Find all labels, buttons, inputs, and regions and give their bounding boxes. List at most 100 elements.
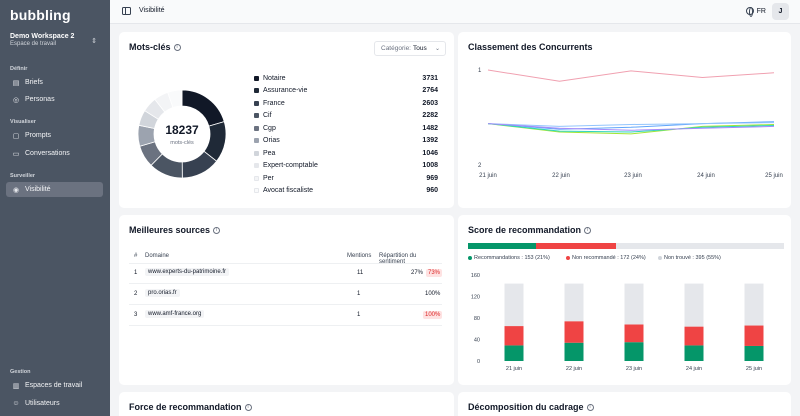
table-row[interactable]: 2 pro.orias.fr 1 100% bbox=[129, 285, 442, 305]
sidebar-item-conversations[interactable]: ▭ Conversations bbox=[6, 146, 103, 161]
row-mentions: 1 bbox=[357, 312, 361, 318]
keyword-swatch bbox=[254, 113, 259, 118]
x-tick-label: 21 juin bbox=[506, 366, 522, 372]
section-label-visualiser: Visualiser bbox=[10, 119, 36, 125]
progress-segment-reco bbox=[468, 243, 537, 249]
bar-segment[interactable] bbox=[624, 324, 644, 343]
keyword-label: Per bbox=[263, 174, 274, 182]
donut-slice[interactable] bbox=[167, 89, 183, 109]
info-icon[interactable]: i bbox=[584, 226, 592, 234]
bar-segment[interactable] bbox=[564, 283, 584, 322]
series-line bbox=[487, 122, 775, 127]
y-tick-label: 40 bbox=[474, 338, 480, 344]
sidebar-item-label: Utilisateurs bbox=[25, 400, 60, 407]
card-title: Score de recommandation bbox=[468, 225, 582, 235]
bar-segment[interactable] bbox=[684, 345, 704, 361]
language-switcher[interactable]: FR bbox=[745, 7, 766, 17]
legend-label: Recommandations : 153 (21%) bbox=[474, 255, 550, 261]
avatar[interactable]: J bbox=[772, 3, 789, 20]
bar-segment[interactable] bbox=[504, 283, 524, 327]
sidebar-toggle-icon[interactable] bbox=[122, 7, 131, 15]
col-header: Répartition du sentiment bbox=[379, 253, 417, 265]
bar-segment[interactable] bbox=[684, 283, 704, 327]
bar-segment[interactable] bbox=[564, 342, 584, 361]
donut-slice[interactable] bbox=[181, 89, 225, 127]
sidebar-item-utilisateurs[interactable]: ☺ Utilisateurs bbox=[6, 396, 103, 411]
x-tick-label: 25 juin bbox=[746, 366, 762, 372]
x-tick-label: 23 juin bbox=[624, 173, 642, 179]
bar-segment[interactable] bbox=[504, 345, 524, 361]
document-icon: ▢ bbox=[12, 132, 20, 140]
legend-non-reco: Non recommandé : 172 (24%) bbox=[566, 255, 646, 261]
keyword-label: France bbox=[263, 99, 285, 107]
legend-reco: Recommandations : 153 (21%) bbox=[468, 255, 550, 261]
keywords-title-wrap: Mots-clés i bbox=[129, 42, 181, 52]
topbar: Visibilité FR J bbox=[110, 0, 800, 24]
bar-segment[interactable] bbox=[624, 283, 644, 325]
sidebar-item-espaces[interactable]: ▥ Espaces de travail bbox=[6, 378, 103, 393]
y-tick-label: 120 bbox=[471, 295, 480, 301]
breadcrumb: Visibilité bbox=[139, 7, 165, 14]
sidebar-item-personas[interactable]: ◎ Personas bbox=[6, 92, 103, 107]
workspace-switcher[interactable]: Demo Workspace 2 Espace de travail ⇕ bbox=[5, 29, 103, 54]
eye-icon: ◉ bbox=[12, 186, 20, 194]
bar-segment[interactable] bbox=[624, 342, 644, 361]
sidebar-item-prompts[interactable]: ▢ Prompts bbox=[6, 128, 103, 143]
force-title-wrap: Force de recommandation i bbox=[129, 402, 252, 412]
row-domain: www.amf-france.org bbox=[145, 310, 205, 318]
bar-segment[interactable] bbox=[684, 326, 704, 346]
sources-card: Meilleures sources i bbox=[119, 215, 454, 385]
keyword-row: Pea 1046 bbox=[254, 147, 438, 159]
legend-label: Non recommandé : 172 (24%) bbox=[572, 255, 646, 261]
keyword-swatch bbox=[254, 150, 259, 156]
series-line bbox=[487, 123, 775, 135]
table-row[interactable]: 1 www.experts-du-patrimoine.fr 11 27% 73% bbox=[129, 264, 443, 284]
info-icon[interactable]: i bbox=[173, 43, 181, 51]
legend-dot bbox=[468, 256, 472, 260]
x-tick-label: 21 juin bbox=[479, 173, 497, 179]
card-title: Force de recommandation bbox=[129, 402, 242, 412]
bar-segment[interactable] bbox=[744, 283, 764, 326]
language-label: FR bbox=[756, 7, 766, 15]
keyword-row: Notaire 3731 bbox=[254, 72, 438, 84]
card-title: Meilleures sources bbox=[129, 225, 211, 235]
framing-title-wrap: Décomposition du cadrage i bbox=[468, 402, 594, 412]
bar-segment[interactable] bbox=[504, 326, 524, 346]
section-label-definir: Définir bbox=[10, 66, 28, 72]
keyword-swatch bbox=[254, 188, 259, 193]
keyword-row: Cgp 1482 bbox=[254, 122, 438, 134]
sidebar-item-visibilite[interactable]: ◉ Visibilité bbox=[6, 182, 103, 197]
sentiment-negative: 73% bbox=[426, 269, 443, 277]
series-line bbox=[487, 123, 775, 131]
sidebar-item-label: Espaces de travail bbox=[25, 382, 83, 389]
bar-segment[interactable] bbox=[744, 345, 764, 361]
keyword-swatch bbox=[254, 75, 259, 81]
keyword-row: Expert-comptable 1008 bbox=[254, 160, 438, 172]
category-select[interactable]: Catégorie: Tous ⌄ bbox=[374, 41, 446, 56]
row-index: 1 bbox=[134, 270, 138, 276]
y-tick-label: 160 bbox=[471, 273, 480, 279]
keywords-total: 18237 bbox=[165, 123, 199, 137]
info-icon[interactable]: i bbox=[213, 226, 221, 234]
row-mentions: 1 bbox=[357, 291, 361, 297]
competitors-card: Classement des Concurrents bbox=[458, 32, 791, 208]
info-icon[interactable]: i bbox=[586, 403, 594, 411]
sentiment-positive: 100% bbox=[425, 291, 441, 297]
users-icon: ☺ bbox=[12, 400, 20, 407]
chat-icon: ▭ bbox=[12, 150, 20, 158]
keyword-value: 2282 bbox=[422, 112, 438, 119]
table-row[interactable]: 3 www.amf-france.org 1 100% bbox=[129, 306, 443, 326]
bar-segment[interactable] bbox=[564, 321, 584, 343]
keyword-label: Cgp bbox=[263, 124, 276, 132]
keyword-value: 1392 bbox=[422, 137, 438, 144]
bar-segment[interactable] bbox=[744, 325, 764, 346]
keyword-value: 3731 bbox=[422, 74, 438, 82]
y-tick-label: 80 bbox=[474, 316, 480, 322]
workspace-subtitle: Espace de travail bbox=[10, 41, 57, 47]
x-tick-label: 25 juin bbox=[765, 173, 783, 179]
app-logo[interactable]: bubbling bbox=[10, 7, 71, 23]
sidebar-item-briefs[interactable]: ▤ Briefs bbox=[6, 75, 103, 90]
keyword-label: Pea bbox=[263, 149, 276, 157]
info-icon[interactable]: i bbox=[244, 403, 252, 411]
keyword-label: Expert-comptable bbox=[263, 162, 318, 169]
